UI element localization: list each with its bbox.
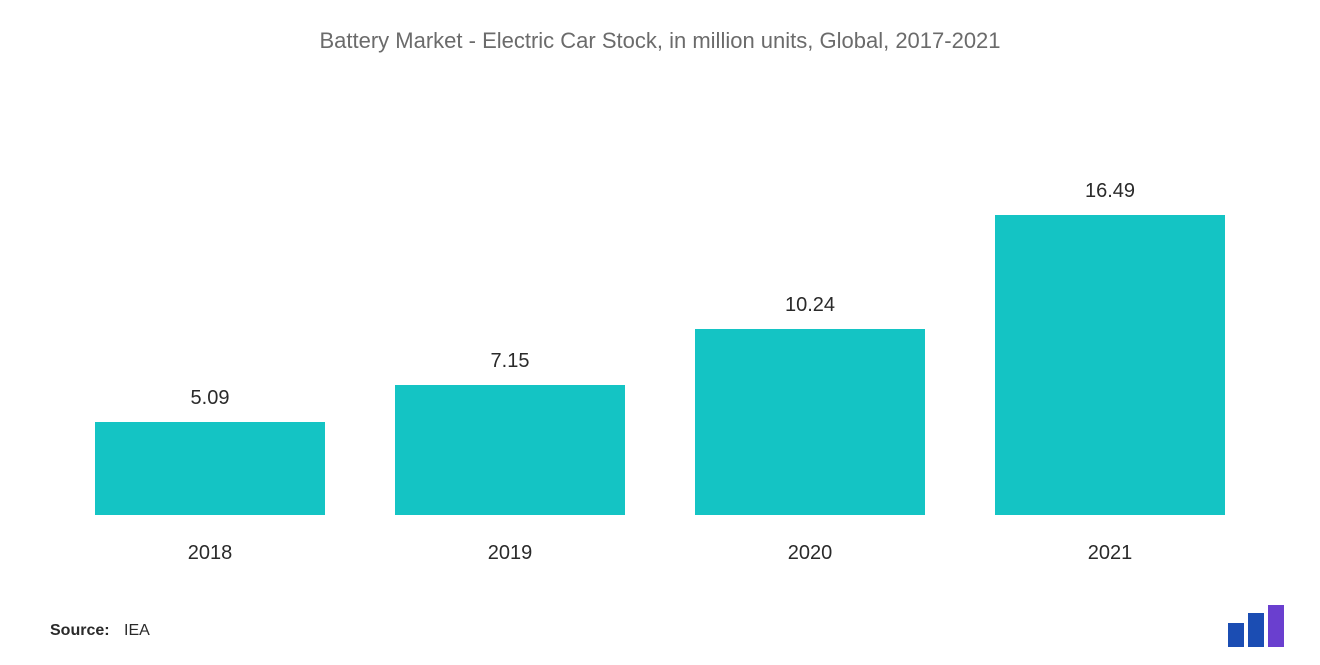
x-label-3: 2021 — [960, 542, 1260, 565]
bar-value-label: 16.49 — [1085, 180, 1135, 203]
chart-plot-area: 5.09 7.15 10.24 16.49 — [60, 100, 1260, 515]
bar-group-3: 16.49 — [960, 100, 1260, 515]
source-label: Source: — [50, 622, 110, 639]
bar-2 — [695, 329, 925, 515]
bar-value-label: 10.24 — [785, 294, 835, 317]
bar-group-0: 5.09 — [60, 100, 360, 515]
x-axis-labels: 2018 2019 2020 2021 — [60, 542, 1260, 565]
x-label-2: 2020 — [660, 542, 960, 565]
logo-icon — [1228, 605, 1290, 647]
bar-0 — [95, 422, 325, 515]
source-line: Source: IEA — [50, 622, 150, 640]
x-label-1: 2019 — [360, 542, 660, 565]
source-value: IEA — [124, 622, 150, 639]
bar-value-label: 7.15 — [491, 350, 530, 373]
chart-title: Battery Market - Electric Car Stock, in … — [0, 0, 1320, 54]
bar-1 — [395, 385, 625, 515]
x-label-0: 2018 — [60, 542, 360, 565]
bar-value-label: 5.09 — [191, 387, 230, 410]
bar-group-1: 7.15 — [360, 100, 660, 515]
brand-logo — [1228, 605, 1290, 647]
bar-group-2: 10.24 — [660, 100, 960, 515]
bar-3 — [995, 215, 1225, 515]
bars-container: 5.09 7.15 10.24 16.49 — [60, 100, 1260, 515]
